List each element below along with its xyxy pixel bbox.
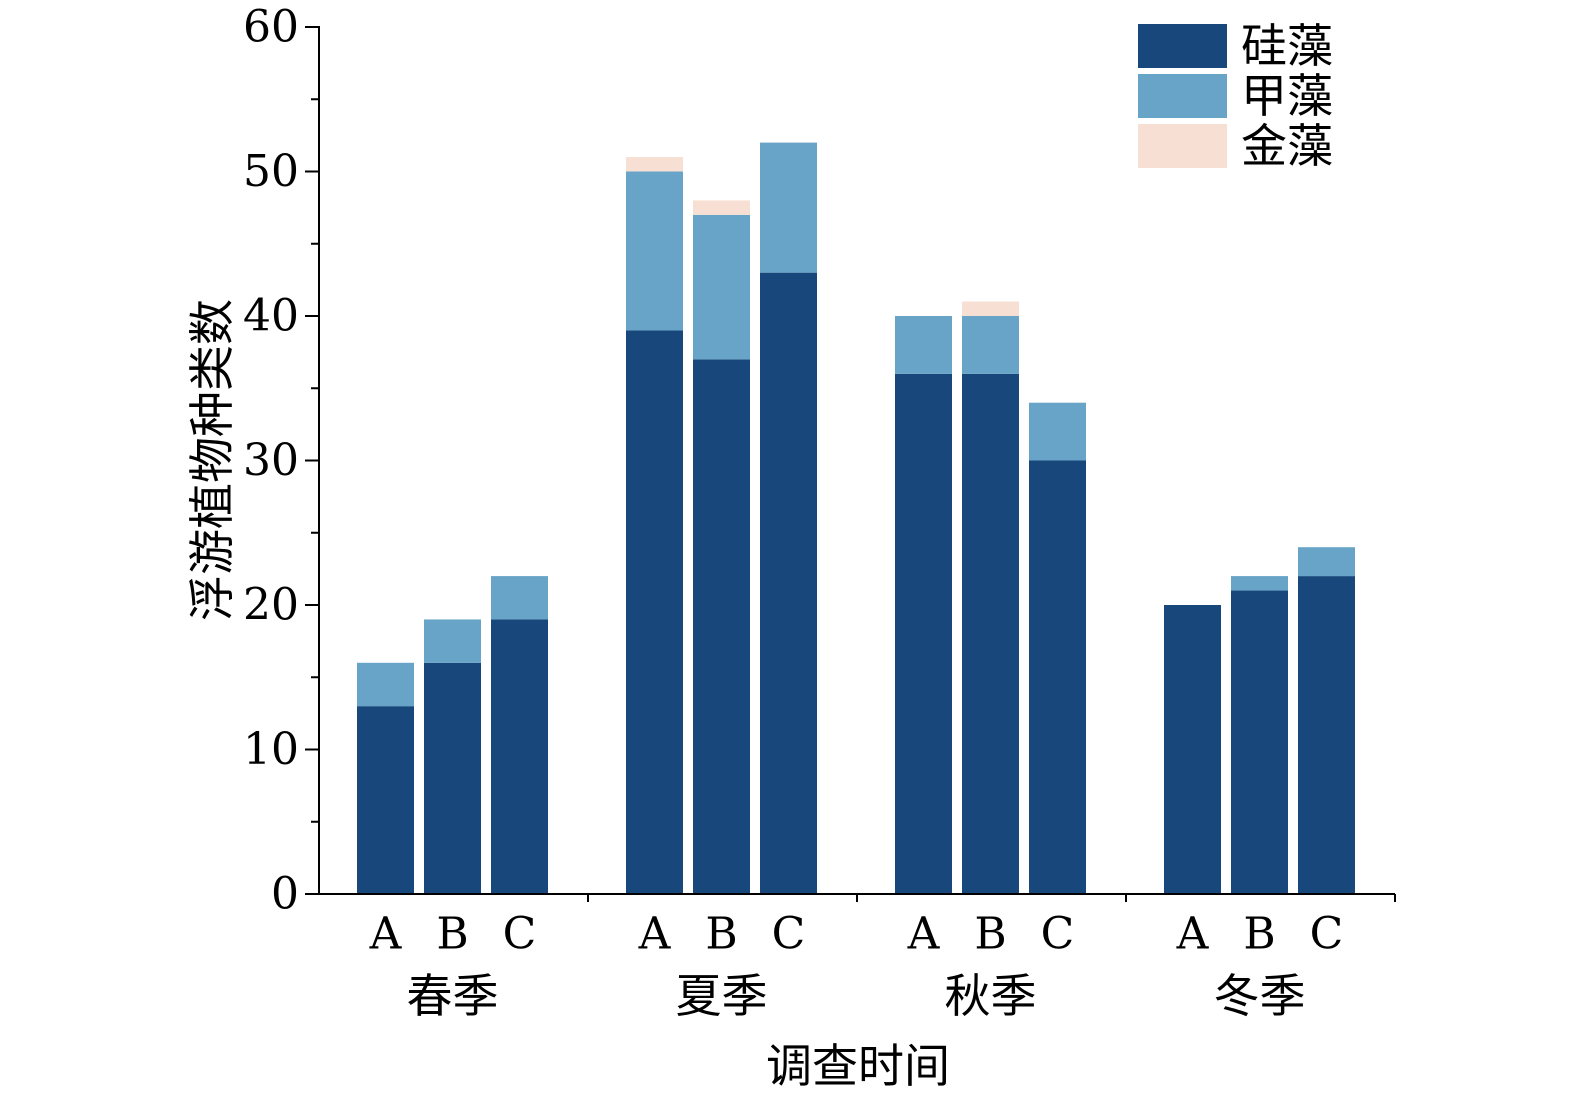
bar-硅藻-夏季-B [693,359,750,895]
bar-金藻-秋季-B [962,301,1019,316]
x-site-label: C [772,909,806,960]
x-site-label: A [638,909,672,960]
bar-甲藻-夏季-C [760,142,817,273]
legend-swatch-甲藻 [1138,74,1227,118]
x-group-label: 夏季 [676,969,768,1023]
legend-label-硅藻: 硅藻 [1241,19,1333,73]
bar-甲藻-春季-C [491,576,548,620]
bar-硅藻-春季-A [357,706,414,894]
bar-甲藻-夏季-A [626,171,683,331]
x-site-label: B [705,909,737,960]
bar-硅藻-冬季-B [1231,590,1288,894]
x-site-label: B [1243,909,1275,960]
bar-硅藻-春季-C [491,619,548,894]
x-site-label: A [1176,909,1210,960]
bar-硅藻-秋季-A [895,373,952,894]
bar-甲藻-冬季-B [1231,576,1288,591]
y-axis-label: 浮游植物种类数 [185,299,239,621]
y-tick-label: 60 [243,2,299,53]
bars-layer [357,142,1355,895]
legend-swatch-硅藻 [1138,24,1227,68]
bar-硅藻-冬季-A [1164,605,1221,894]
x-site-label: B [974,909,1006,960]
bar-甲藻-夏季-B [693,214,750,360]
x-axis-label: 调查时间 [766,1039,950,1093]
bar-甲藻-秋季-C [1029,402,1086,461]
x-site-label: C [1041,909,1075,960]
bar-甲藻-冬季-C [1298,547,1355,577]
y-tick-label: 40 [243,291,299,342]
y-tick-label: 50 [243,146,299,197]
bar-硅藻-冬季-C [1298,576,1355,894]
bar-金藻-夏季-A [626,157,683,172]
x-site-label: B [436,909,468,960]
bar-硅藻-秋季-C [1029,460,1086,894]
bar-硅藻-秋季-B [962,373,1019,894]
x-site-label: C [503,909,537,960]
x-site-label: C [1310,909,1344,960]
y-tick-label: 30 [243,435,299,486]
y-tick-label: 10 [243,724,299,775]
x-group-label: 冬季 [1214,969,1306,1023]
x-site-label: A [907,909,941,960]
legend-label-甲藻: 甲藻 [1241,69,1333,123]
bar-硅藻-春季-B [424,662,481,894]
bar-甲藻-春季-B [424,619,481,663]
x-site-label: A [369,909,403,960]
y-tick-label: 0 [271,869,299,920]
bar-甲藻-春季-A [357,662,414,707]
bar-金藻-夏季-B [693,200,750,215]
legend-swatch-金藻 [1138,124,1227,168]
legend-label-金藻: 金藻 [1241,119,1333,173]
bar-甲藻-秋季-A [895,316,952,374]
y-tick-label: 20 [243,580,299,631]
bar-硅藻-夏季-A [626,330,683,894]
x-group-label: 春季 [407,969,499,1023]
axes-layer [305,26,1396,902]
x-group-label: 秋季 [945,969,1037,1023]
bar-甲藻-秋季-B [962,316,1019,374]
bar-硅藻-夏季-C [760,272,817,894]
